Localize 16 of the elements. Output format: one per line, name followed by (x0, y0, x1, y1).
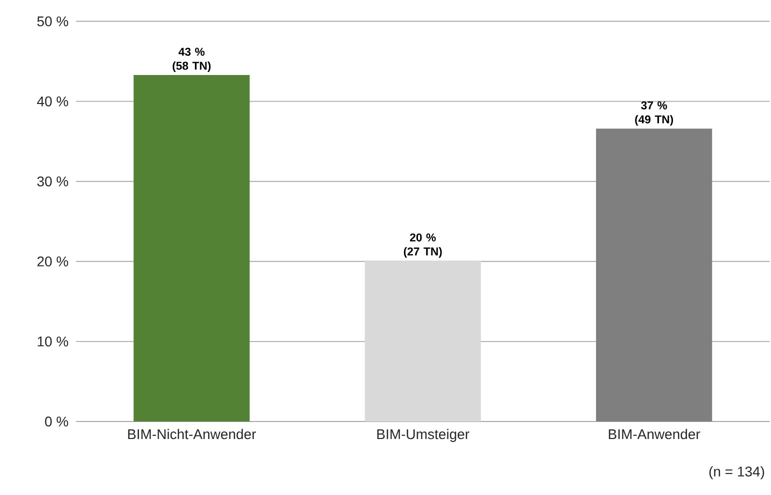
bar (134, 75, 250, 422)
x-tick-label: BIM-Anwender (608, 428, 700, 440)
y-tick-label: 20 % (37, 256, 68, 266)
data-label: 43 % (58 TN) (172, 48, 211, 72)
y-tick-label: 30 % (37, 176, 68, 186)
bar (364, 260, 481, 422)
bar (596, 128, 712, 422)
data-label: 20 % (27 TN) (404, 234, 442, 258)
y-tick-label: 0 % (45, 416, 68, 427)
y-tick-label: 10 % (38, 336, 68, 347)
data-label: 37 % (49 TN) (635, 101, 674, 126)
y-tick-label: 50 % (37, 16, 68, 26)
x-tick-label: BIM-Nicht-Anwender (128, 428, 256, 440)
x-tick-label: BIM-Umsteiger (377, 428, 470, 442)
text: (n = 134) (709, 466, 764, 480)
y-tick-label: 40 % (37, 96, 68, 106)
